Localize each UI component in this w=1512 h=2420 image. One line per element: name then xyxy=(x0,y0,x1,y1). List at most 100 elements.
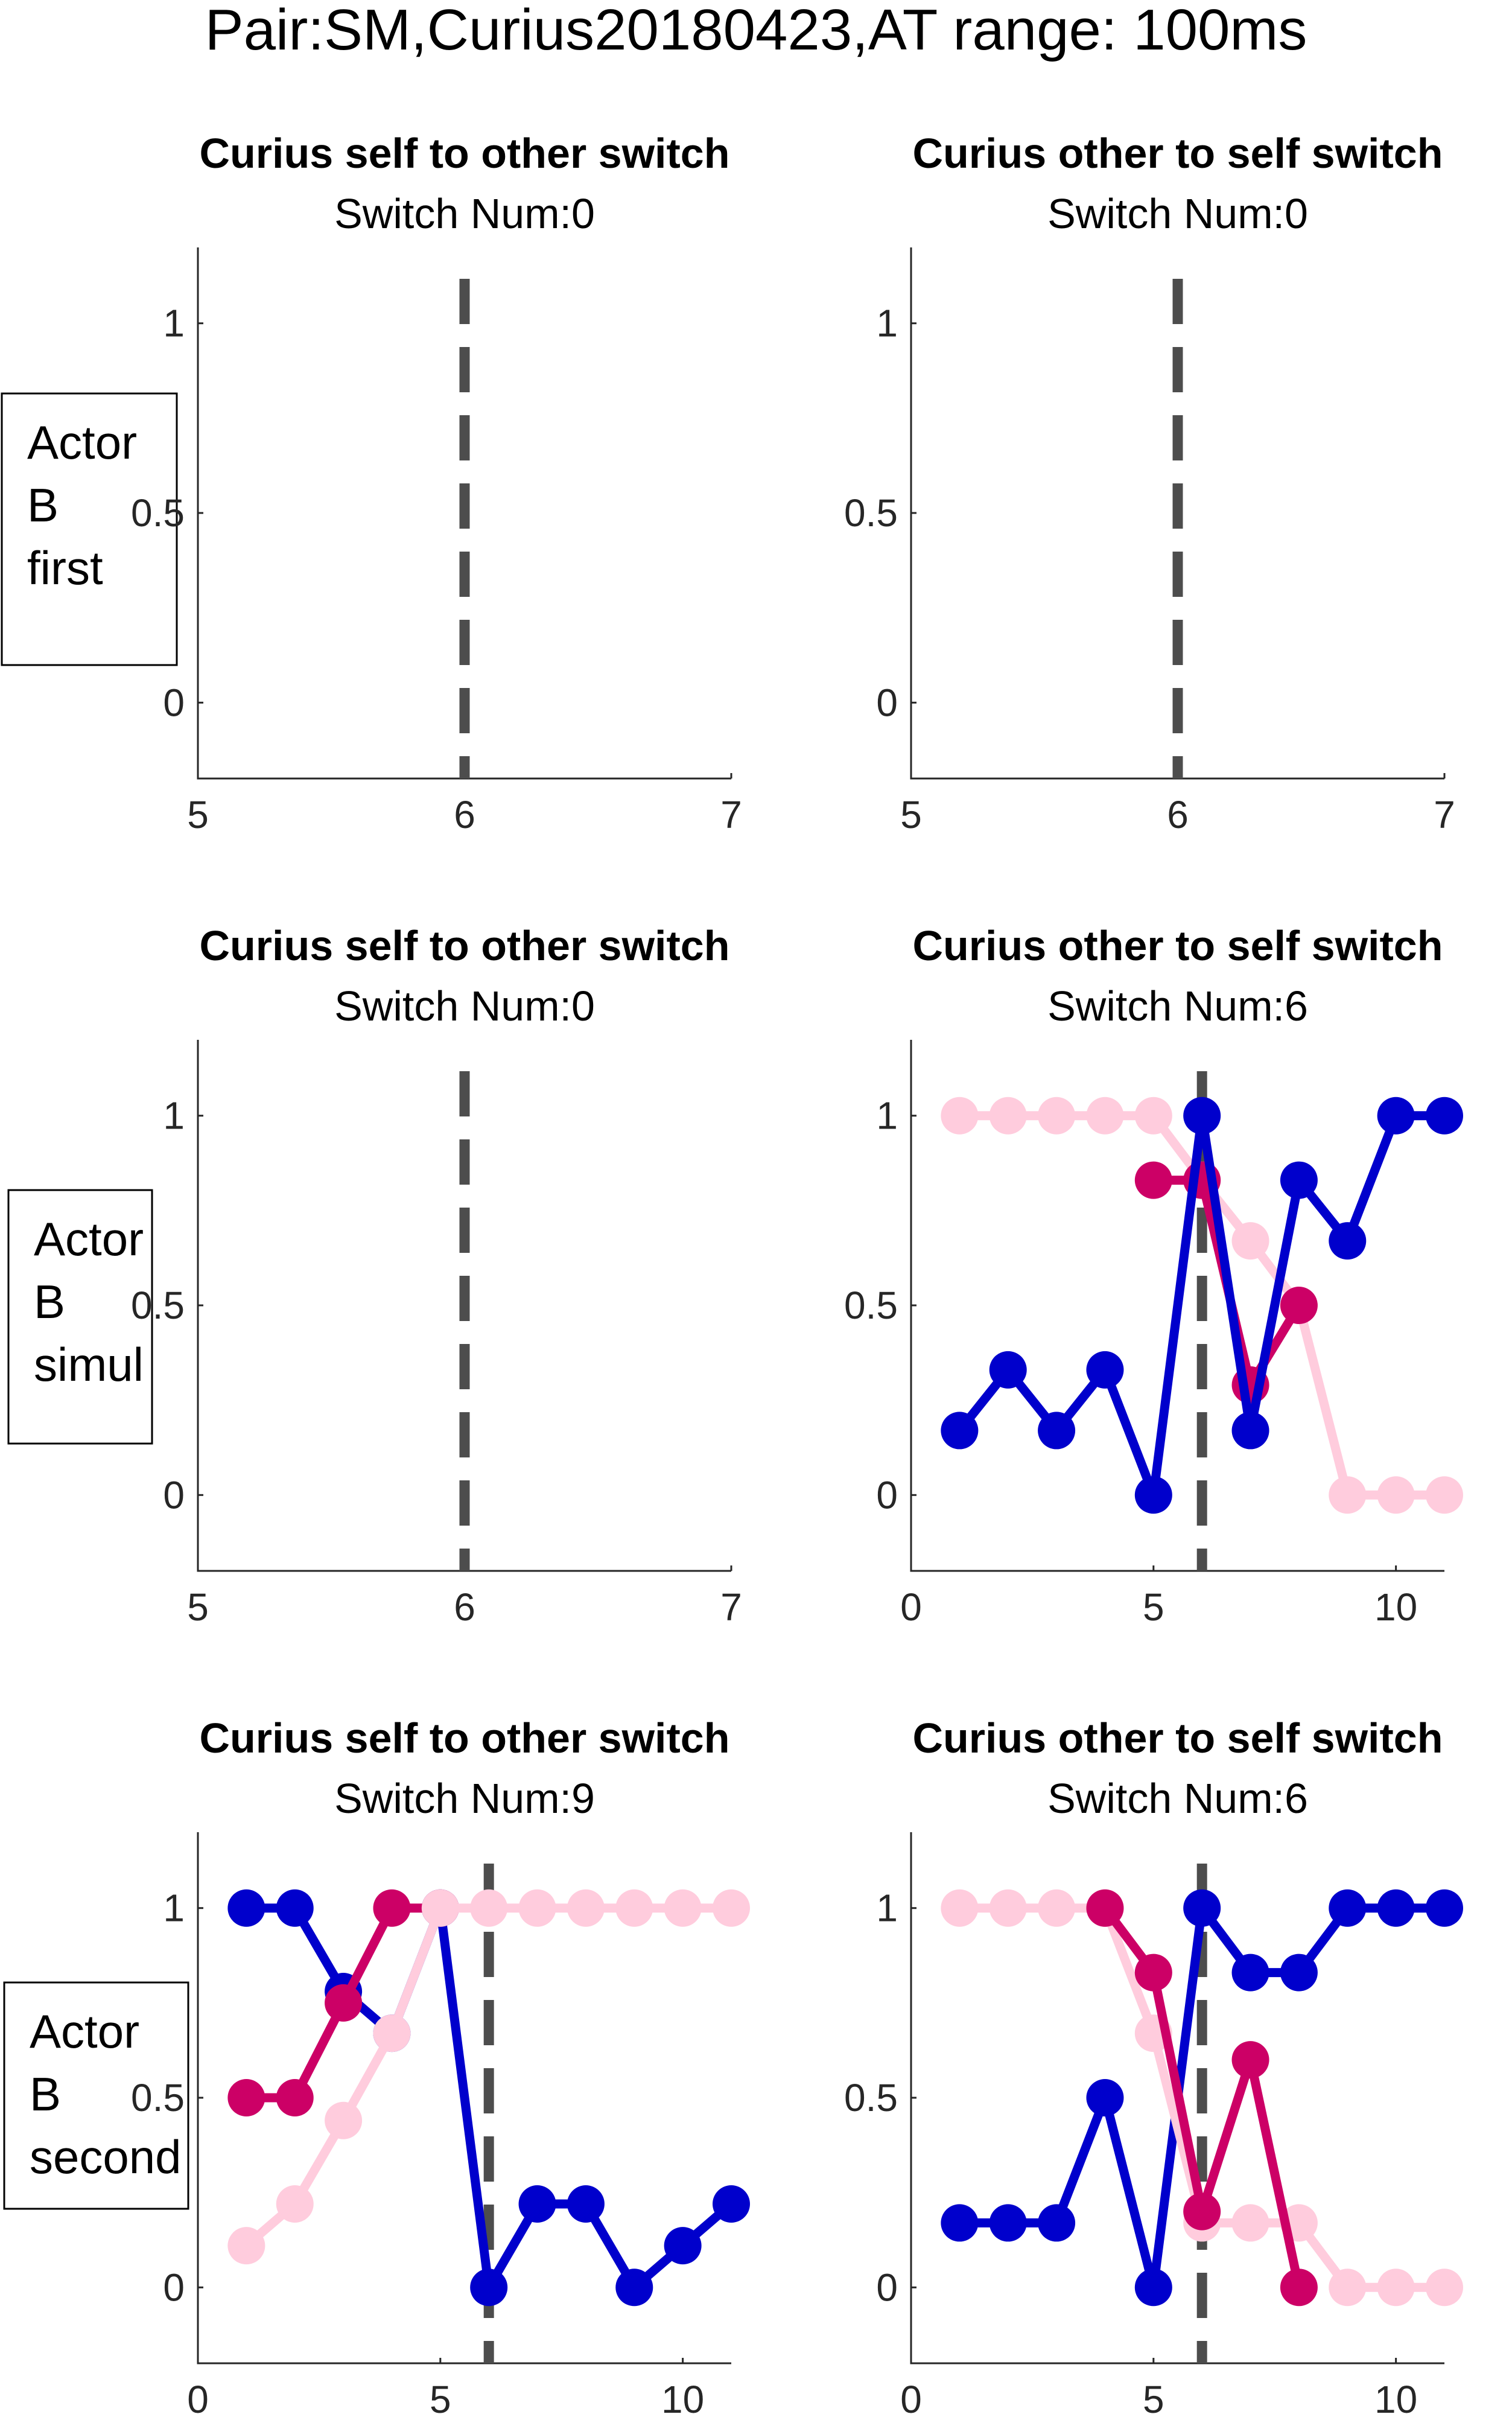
data-point xyxy=(567,1889,605,1927)
data-point xyxy=(373,1889,411,1927)
data-point xyxy=(1183,1097,1221,1135)
data-point xyxy=(1329,1476,1367,1514)
data-point xyxy=(1377,2269,1415,2307)
x-tick-label: 10 xyxy=(1374,2378,1417,2420)
x-tick-label: 6 xyxy=(1167,793,1189,836)
series-1 xyxy=(941,1889,1463,2307)
data-point xyxy=(421,1889,459,1927)
panel-subtitle: Switch Num:0 xyxy=(334,190,595,237)
series-3 xyxy=(941,1097,1463,1514)
row-label-box xyxy=(1,392,178,666)
data-point xyxy=(518,2185,556,2223)
x-tick-label: 0 xyxy=(900,2378,922,2420)
data-point xyxy=(227,2227,265,2265)
data-point xyxy=(1231,2041,1269,2079)
data-point xyxy=(1038,1097,1076,1135)
data-point xyxy=(1134,2269,1172,2307)
row-label-box xyxy=(3,1981,189,2210)
row-label-line: Actor xyxy=(30,2005,139,2058)
y-tick-label: 1 xyxy=(163,302,185,345)
data-point xyxy=(470,2269,508,2307)
panel-2: 0 0.5 1 5 6 7 Curius other to self switch Switc… xyxy=(844,130,1455,836)
data-point xyxy=(941,2204,979,2242)
data-point xyxy=(1426,1097,1463,1135)
data-point xyxy=(1280,1161,1318,1199)
y-tick-label: 0.5 xyxy=(131,1284,185,1327)
y-tick-label: 1 xyxy=(876,1094,898,1138)
y-tick-label: 0.5 xyxy=(131,2076,185,2119)
data-point xyxy=(1329,1222,1367,1260)
data-point xyxy=(373,2014,411,2052)
data-point xyxy=(1280,2269,1318,2307)
data-point xyxy=(1426,2269,1463,2307)
data-point xyxy=(1231,1412,1269,1450)
data-point xyxy=(1231,1222,1269,1260)
data-point xyxy=(1377,1476,1415,1514)
data-point xyxy=(1086,2079,1124,2116)
data-point xyxy=(470,1889,508,1927)
y-tick-label: 1 xyxy=(876,302,898,345)
x-tick-label: 7 xyxy=(720,793,742,836)
panel-title: Curius self to other switch xyxy=(200,922,730,969)
data-point xyxy=(227,1889,265,1927)
panel-subtitle: Switch Num:0 xyxy=(1047,190,1308,237)
series-3 xyxy=(227,1889,750,2265)
y-tick-label: 1 xyxy=(876,1887,898,1930)
data-point xyxy=(1038,1412,1076,1450)
panel-title: Curius other to self switch xyxy=(913,1715,1443,1762)
panel-subtitle: Switch Num:0 xyxy=(334,982,595,1030)
panel-title: Curius other to self switch xyxy=(913,130,1443,177)
data-point xyxy=(1329,1889,1367,1927)
y-tick-label: 1 xyxy=(163,1887,185,1930)
data-point xyxy=(713,2185,750,2223)
data-point xyxy=(567,2185,605,2223)
data-point xyxy=(1134,1161,1172,1199)
x-tick-label: 5 xyxy=(900,793,922,836)
data-point xyxy=(989,1889,1027,1927)
panel-3: 0 0.5 1 5 6 7 Curius self to other switch Switc… xyxy=(131,922,742,1629)
panels: 0 0.5 1 5 6 7 Curius self to other switch Switc… xyxy=(131,130,1463,2420)
data-point xyxy=(1086,1097,1124,1135)
data-point xyxy=(276,2079,314,2116)
row-label-box xyxy=(7,1189,153,1445)
panel-subtitle: Switch Num:9 xyxy=(334,1775,595,1822)
row-label-line: Actor xyxy=(27,416,137,469)
data-point xyxy=(1134,1476,1172,1514)
panel-subtitle: Switch Num:6 xyxy=(1047,982,1308,1030)
panel-title: Curius other to self switch xyxy=(913,922,1443,969)
data-point xyxy=(1183,2192,1221,2231)
data-point xyxy=(1329,2269,1367,2307)
data-point xyxy=(325,1984,363,2022)
data-point xyxy=(1086,1351,1124,1389)
y-tick-label: 0.5 xyxy=(131,491,185,535)
y-tick-label: 0.5 xyxy=(844,2076,898,2119)
data-point xyxy=(615,2269,653,2307)
data-point xyxy=(1426,1476,1463,1514)
row-label-line: Actor xyxy=(34,1212,144,1266)
y-tick-label: 0.5 xyxy=(844,491,898,535)
data-point xyxy=(1426,1889,1463,1927)
data-point xyxy=(227,2079,265,2116)
y-tick-label: 0 xyxy=(876,681,898,724)
x-tick-label: 6 xyxy=(454,1585,475,1629)
x-tick-label: 5 xyxy=(187,1585,209,1629)
data-point xyxy=(989,1097,1027,1135)
row-label-line: second xyxy=(30,2130,182,2183)
data-point xyxy=(1038,2204,1076,2242)
x-tick-label: 6 xyxy=(454,793,475,836)
panel-title: Curius self to other switch xyxy=(200,130,730,177)
data-point xyxy=(1134,1954,1172,1992)
x-tick-label: 10 xyxy=(1374,1585,1417,1629)
x-tick-label: 5 xyxy=(187,793,209,836)
data-point xyxy=(713,1889,750,1927)
row-label-line: B xyxy=(27,479,59,532)
y-tick-label: 0.5 xyxy=(844,1284,898,1327)
y-tick-label: 0 xyxy=(163,1473,185,1517)
data-point xyxy=(1183,1889,1221,1927)
data-point xyxy=(1280,1954,1318,1992)
